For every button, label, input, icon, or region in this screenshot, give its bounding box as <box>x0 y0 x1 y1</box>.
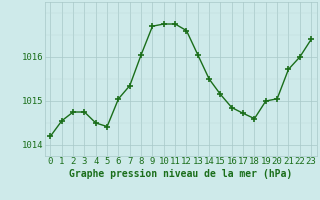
X-axis label: Graphe pression niveau de la mer (hPa): Graphe pression niveau de la mer (hPa) <box>69 169 292 179</box>
